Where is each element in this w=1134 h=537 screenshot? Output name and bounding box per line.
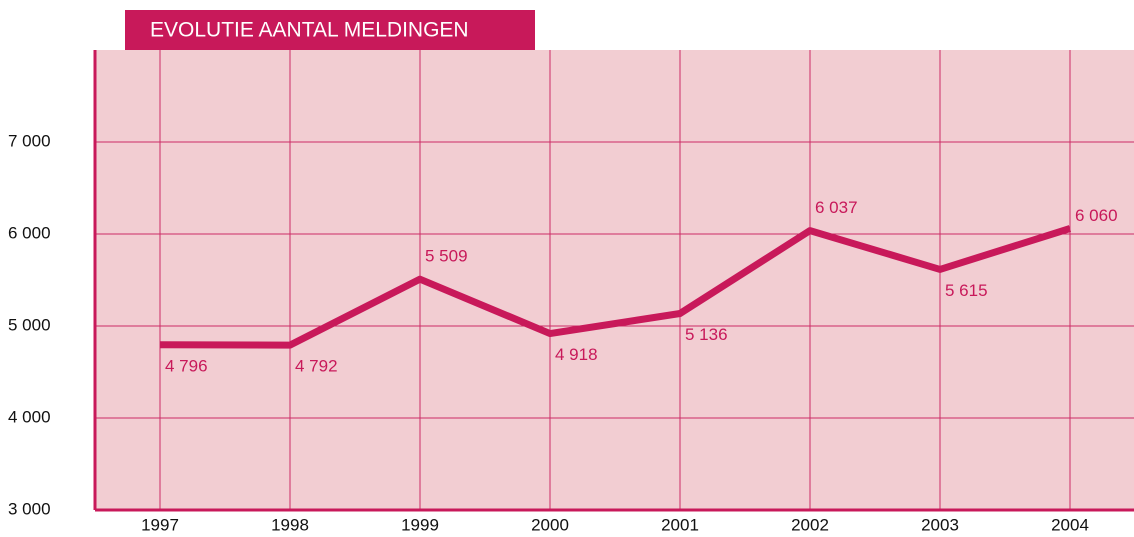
x-tick-label: 2002: [791, 515, 829, 534]
data-label: 6 060: [1075, 206, 1118, 225]
line: [159, 225, 1072, 349]
y-tick-label: 5 000: [8, 315, 51, 334]
chart-title: EVOLUTIE AANTAL MELDINGEN: [150, 19, 469, 42]
x-tick-label: 2000: [531, 515, 569, 534]
x-tick-label: 1997: [141, 515, 179, 534]
y-tick-label: 7 000: [8, 131, 51, 150]
x-tick-label: 2004: [1051, 515, 1089, 534]
data-label: 6 037: [815, 198, 858, 217]
title-box: [125, 10, 535, 50]
data-label: 4 918: [555, 345, 598, 364]
data-label: 4 796: [165, 356, 208, 375]
x-tick-label: 1998: [271, 515, 309, 534]
data-label: 5 615: [945, 281, 988, 300]
data-label: 5 136: [685, 325, 728, 344]
y-tick-label: 3 000: [8, 499, 51, 518]
x-tick-label: 2001: [661, 515, 699, 534]
y-tick-label: 4 000: [8, 407, 51, 426]
x-tick-label: 1999: [401, 515, 439, 534]
data-label: 5 509: [425, 247, 468, 266]
x-tick-label: 2003: [921, 515, 959, 534]
y-tick-label: 6 000: [8, 223, 51, 242]
plot-background: [95, 50, 1134, 510]
data-label: 4 792: [295, 357, 338, 376]
